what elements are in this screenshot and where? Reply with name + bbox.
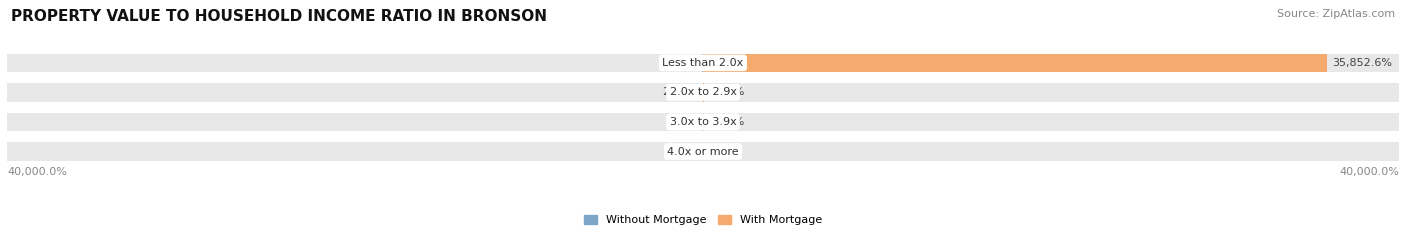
Text: Source: ZipAtlas.com: Source: ZipAtlas.com (1277, 9, 1395, 19)
Text: 2.0x to 2.9x: 2.0x to 2.9x (669, 87, 737, 97)
Text: 4.0x or more: 4.0x or more (668, 147, 738, 157)
Bar (7, 83, 1399, 102)
Text: 40,000.0%: 40,000.0% (1339, 167, 1399, 177)
Text: 0.0%: 0.0% (669, 117, 697, 127)
Text: 3.0x to 3.9x: 3.0x to 3.9x (669, 117, 737, 127)
Legend: Without Mortgage, With Mortgage: Without Mortgage, With Mortgage (583, 215, 823, 225)
Bar (703, 54, 1327, 72)
Text: 35,852.6%: 35,852.6% (1331, 58, 1392, 68)
Text: PROPERTY VALUE TO HOUSEHOLD INCOME RATIO IN BRONSON: PROPERTY VALUE TO HOUSEHOLD INCOME RATIO… (11, 9, 547, 24)
Text: 40,000.0%: 40,000.0% (7, 167, 67, 177)
Text: 23.8%: 23.8% (662, 87, 697, 97)
Text: 46.0%: 46.0% (662, 58, 697, 68)
Bar (7, 142, 1399, 161)
Text: 33.3%: 33.3% (709, 117, 744, 127)
Bar (7, 113, 1399, 131)
Text: Less than 2.0x: Less than 2.0x (662, 58, 744, 68)
Text: 7.8%: 7.8% (709, 147, 737, 157)
Bar (7, 54, 1399, 72)
Text: 30.2%: 30.2% (709, 87, 744, 97)
Text: 27.0%: 27.0% (662, 147, 697, 157)
